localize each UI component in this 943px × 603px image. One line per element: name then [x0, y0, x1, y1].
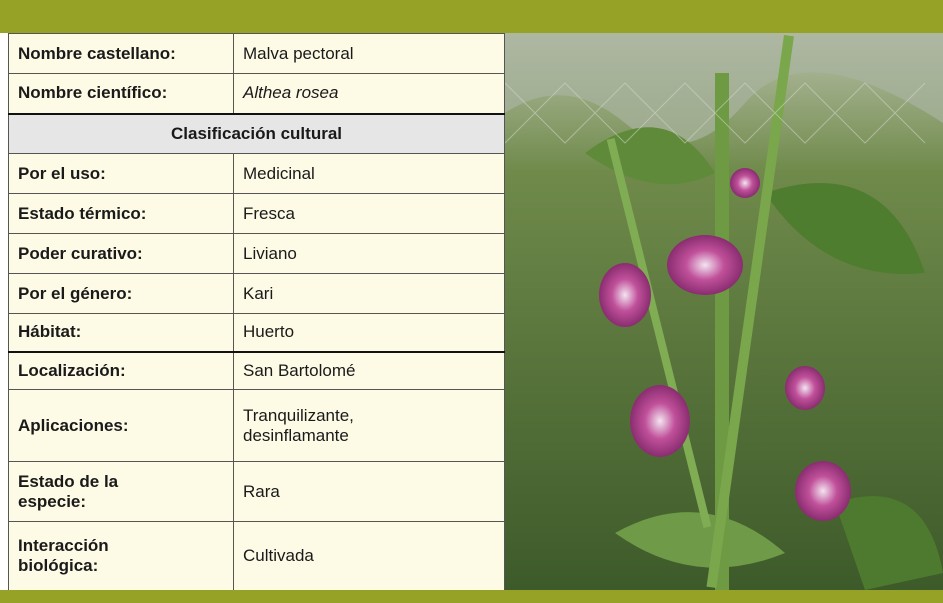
row: Nombre científico: Althea rosea [8, 73, 505, 115]
label-text: Interacción biológica: [18, 536, 109, 575]
label: Por el género: [8, 273, 234, 314]
row: Poder curativo: Liviano [8, 233, 505, 274]
value: Liviano [233, 233, 505, 274]
row: Hábitat: Huerto [8, 313, 505, 353]
label: Interacción biológica: [8, 521, 234, 591]
info-table: Nombre castellano: Malva pectoral Nombre … [8, 33, 505, 591]
value: Malva pectoral [233, 33, 505, 74]
plant-photo [505, 33, 943, 590]
row: Por el género: Kari [8, 273, 505, 314]
label: Poder curativo: [8, 233, 234, 274]
label: Localización: [8, 351, 234, 390]
row: Nombre castellano: Malva pectoral [8, 33, 505, 74]
label: Estado térmico: [8, 193, 234, 234]
row: Estado de la especie: Rara [8, 461, 505, 522]
label: Nombre castellano: [8, 33, 234, 74]
value: San Bartolomé [233, 351, 505, 390]
row: Estado térmico: Fresca [8, 193, 505, 234]
row: Localización: San Bartolomé [8, 351, 505, 390]
label: Aplicaciones: [8, 389, 234, 462]
value: Kari [233, 273, 505, 314]
label-text: Estado de la especie: [18, 471, 119, 511]
value-text: Tranquilizante, desinflamante [243, 405, 354, 445]
row: Interacción biológica: Cultivada [8, 521, 505, 591]
label: Por el uso: [8, 153, 234, 194]
value: Althea rosea [233, 73, 505, 115]
bottom-bar [0, 590, 943, 603]
value: Tranquilizante, desinflamante [233, 389, 505, 462]
value: Cultivada [233, 521, 505, 591]
value: Fresca [233, 193, 505, 234]
value: Huerto [233, 313, 505, 353]
section-header: Clasificación cultural [8, 113, 505, 154]
top-bar [0, 0, 943, 33]
value: Medicinal [233, 153, 505, 194]
label: Estado de la especie: [8, 461, 234, 522]
value: Rara [233, 461, 505, 522]
section-title: Clasificación cultural [8, 113, 505, 154]
label: Nombre científico: [8, 73, 234, 115]
label: Hábitat: [8, 313, 234, 353]
row: Aplicaciones: Tranquilizante, desinflaman… [8, 389, 505, 462]
row: Por el uso: Medicinal [8, 153, 505, 194]
